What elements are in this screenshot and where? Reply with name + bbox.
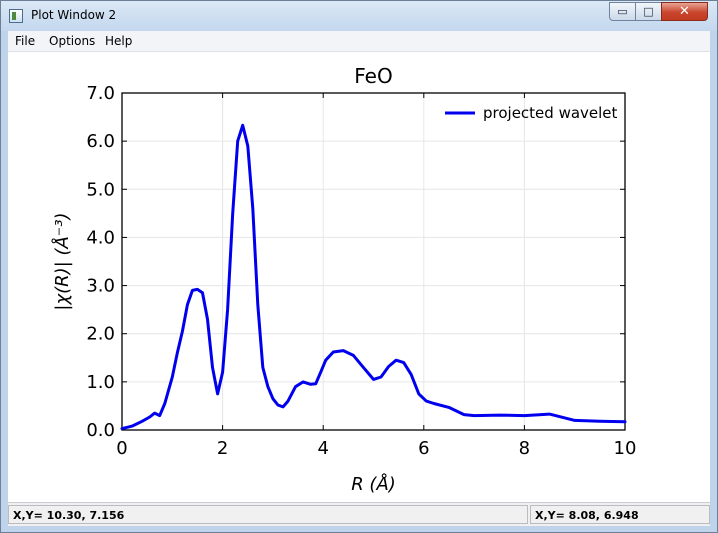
y-tick-label: 0.0 <box>86 420 115 441</box>
legend: projected wavelet <box>445 104 618 122</box>
close-icon: ✕ <box>679 4 690 19</box>
status-cursor-right: X,Y= 8.08, 6.948 <box>530 505 710 524</box>
minimize-button[interactable]: ▭ <box>609 2 636 21</box>
x-axis-label: R (Å) <box>351 473 396 495</box>
x-tick-label: 2 <box>217 438 228 459</box>
close-button[interactable]: ✕ <box>661 2 708 21</box>
app-icon <box>9 9 23 23</box>
title-bar[interactable]: Plot Window 2 ▭ □ ✕ <box>1 1 717 31</box>
menu-file[interactable]: File <box>15 34 36 48</box>
axis-ticks: 0 2 4 6 8 10 0.0 1.0 2.0 3.0 4.0 5.0 6.0 7.0 <box>86 83 636 459</box>
x-tick-label: 4 <box>317 438 328 459</box>
y-tick-label: 1.0 <box>86 372 115 393</box>
x-tick-label: 6 <box>418 438 429 459</box>
chart[interactable]: 0 2 4 6 8 10 0.0 1.0 2.0 3.0 4.0 5.0 6.0 7.0 FeO R (Å… <box>8 52 710 502</box>
series-line-projected-wavelet <box>120 123 627 431</box>
x-tick-label: 8 <box>519 438 530 459</box>
y-tick-label: 4.0 <box>86 227 115 248</box>
legend-label: projected wavelet <box>483 104 618 122</box>
plot-canvas[interactable]: 0 2 4 6 8 10 0.0 1.0 2.0 3.0 4.0 5.0 6.0 7.0 FeO R (Å… <box>8 52 710 502</box>
status-bar: X,Y= 10.30, 7.156 X,Y= 8.08, 6.948 <box>8 502 710 526</box>
status-cursor-left: X,Y= 10.30, 7.156 <box>8 505 528 524</box>
y-tick-label: 2.0 <box>86 324 115 345</box>
minimize-icon: ▭ <box>617 5 628 18</box>
chart-title: FeO <box>354 64 392 88</box>
menu-options[interactable]: Options <box>49 34 96 48</box>
y-tick-label: 3.0 <box>86 276 115 297</box>
maximize-icon: □ <box>643 5 654 18</box>
y-tick-label: 5.0 <box>86 179 115 200</box>
x-tick-label: 10 <box>614 438 637 459</box>
window-title: Plot Window 2 <box>31 8 117 22</box>
y-axis-label: |χ(R)| (Å⁻³) <box>51 212 73 310</box>
menu-bar: File Options Help <box>8 31 710 52</box>
y-tick-label: 7.0 <box>86 83 115 104</box>
y-tick-label: 6.0 <box>86 131 115 152</box>
maximize-button[interactable]: □ <box>635 2 662 21</box>
x-tick-label: 0 <box>116 438 127 459</box>
plot-frame <box>121 92 626 431</box>
menu-help[interactable]: Help <box>105 34 133 48</box>
